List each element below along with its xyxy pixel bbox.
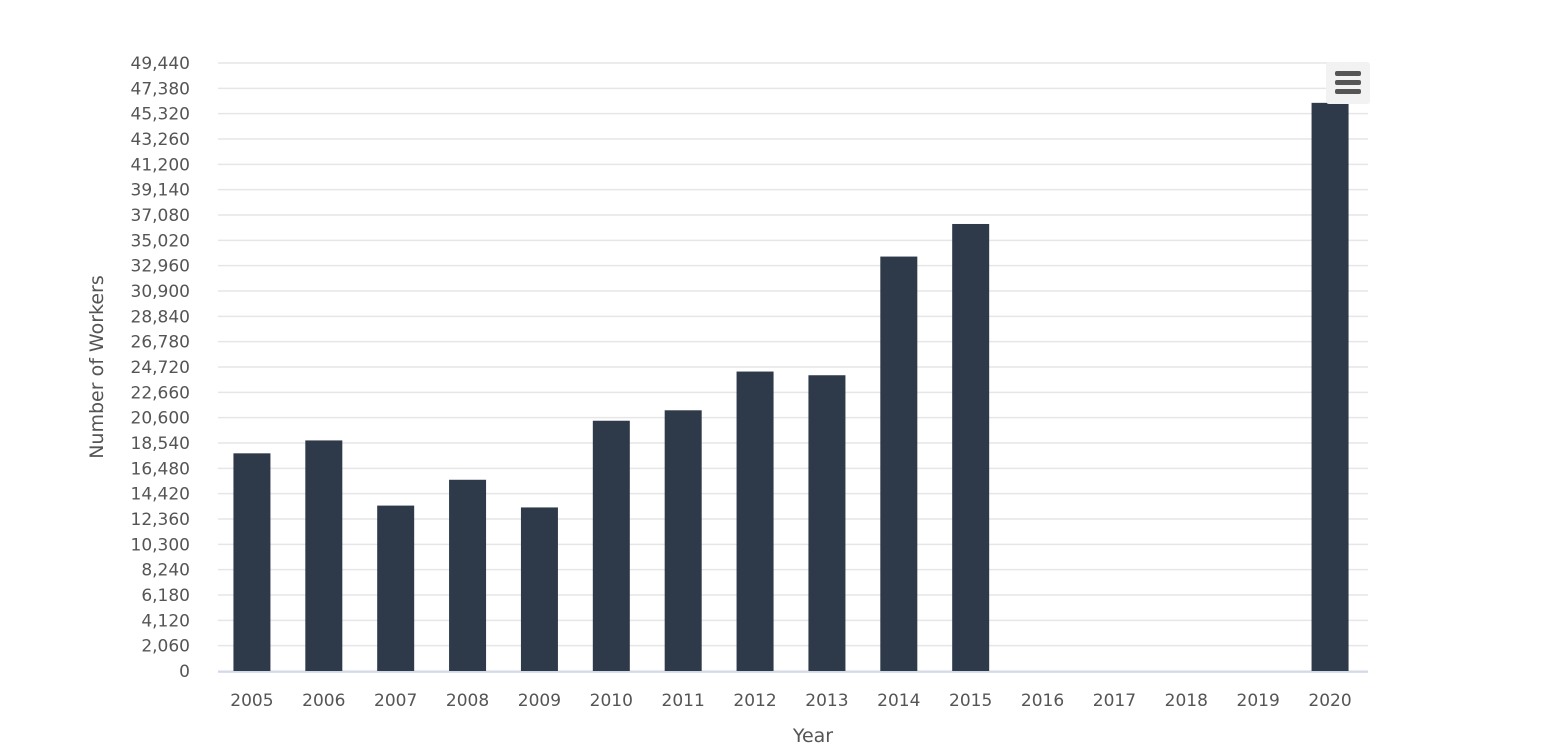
x-tick-label: 2007: [374, 691, 417, 711]
bar-2005[interactable]: [233, 453, 271, 671]
x-tick-label: 2010: [590, 691, 633, 711]
y-tick-label: 37,080: [131, 206, 190, 226]
x-tick-label: 2008: [446, 691, 489, 711]
y-tick-label: 4,120: [141, 611, 190, 631]
y-tick-label: 41,200: [131, 155, 190, 175]
y-tick-label: 16,480: [131, 459, 190, 479]
y-tick-label: 12,360: [131, 510, 190, 530]
x-tick-label: 2020: [1308, 691, 1351, 711]
x-tick-label: 2018: [1165, 691, 1208, 711]
y-tick-label: 18,540: [131, 434, 190, 454]
hamburger-menu-icon-bar: [1335, 89, 1361, 94]
bar-2008[interactable]: [449, 479, 487, 671]
y-tick-label: 2,060: [141, 637, 190, 657]
x-axis-ticks: 2005 2006 2007 2008 2009 2010 2011 2012 2013 2014…: [230, 691, 1351, 711]
y-tick-label: 10,300: [131, 535, 190, 555]
x-tick-label: 2011: [662, 691, 705, 711]
x-tick-label: 2006: [302, 691, 345, 711]
bar-2006[interactable]: [305, 440, 343, 671]
y-tick-label: 45,320: [131, 105, 190, 125]
x-tick-label: 2014: [877, 691, 920, 711]
y-tick-label: 8,240: [141, 561, 190, 581]
y-tick-label: 43,260: [131, 130, 190, 150]
y-tick-label: 35,020: [131, 231, 190, 251]
bar-2009[interactable]: [520, 507, 558, 671]
y-tick-label: 26,780: [131, 333, 190, 353]
bar-2012[interactable]: [736, 371, 774, 671]
y-tick-label: 20,600: [131, 409, 190, 429]
y-tick-label: 0: [179, 662, 190, 682]
y-tick-label: 14,420: [131, 485, 190, 505]
x-tick-label: 2015: [949, 691, 992, 711]
x-tick-label: 2016: [1021, 691, 1064, 711]
bar-2020[interactable]: [1311, 102, 1349, 671]
y-tick-label: 6,180: [141, 586, 190, 606]
bar-2014[interactable]: [880, 256, 918, 671]
bar-2015[interactable]: [952, 223, 990, 671]
hamburger-menu-icon: [1335, 71, 1361, 76]
x-tick-label: 2009: [518, 691, 561, 711]
x-axis-title: Year: [792, 725, 833, 747]
bars: [233, 102, 1349, 671]
bar-2013[interactable]: [808, 375, 846, 671]
x-tick-label: 2012: [733, 691, 776, 711]
x-tick-label: 2017: [1093, 691, 1136, 711]
y-tick-label: 22,660: [131, 383, 190, 403]
x-tick-label: 2013: [805, 691, 848, 711]
y-axis-title: Number of Workers: [86, 275, 108, 459]
y-tick-label: 32,960: [131, 257, 190, 277]
y-tick-label: 47,380: [131, 79, 190, 99]
bar-2011[interactable]: [664, 410, 702, 671]
x-tick-label: 2019: [1237, 691, 1280, 711]
y-tick-label: 49,440: [131, 54, 190, 74]
y-axis-ticks: 0 2,060 4,120 6,180 8,240 10,300 12,360 14,420 1…: [131, 54, 190, 682]
bar-2007[interactable]: [377, 505, 415, 671]
y-tick-label: 28,840: [131, 307, 190, 327]
x-tick-label: 2005: [230, 691, 273, 711]
chart-context-menu-button[interactable]: [1326, 62, 1370, 104]
y-tick-label: 30,900: [131, 282, 190, 302]
hamburger-menu-icon-bar: [1335, 80, 1361, 85]
y-tick-label: 39,140: [131, 181, 190, 201]
bar-2010[interactable]: [592, 420, 630, 671]
y-tick-label: 24,720: [131, 358, 190, 378]
